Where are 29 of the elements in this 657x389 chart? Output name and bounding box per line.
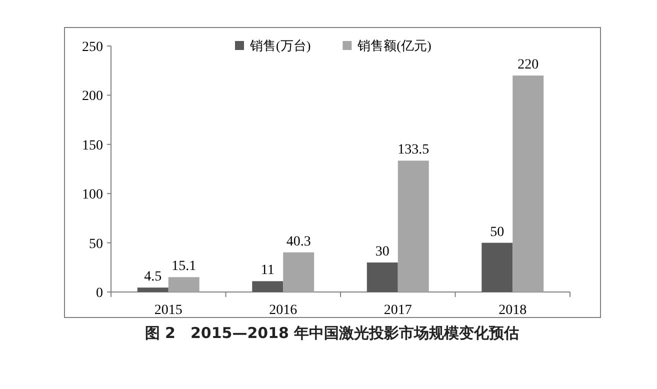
bar [398, 160, 429, 292]
bar [252, 281, 284, 292]
bar [283, 252, 314, 292]
data-label: 40.3 [286, 234, 311, 250]
y-tick-label: 100 [82, 188, 103, 203]
y-tick-label: 200 [82, 89, 103, 104]
data-label: 30 [375, 244, 390, 260]
y-tick-label: 150 [82, 138, 103, 154]
y-tick-label: 0 [96, 286, 103, 301]
legend-label: 销售额(亿元) [356, 38, 432, 53]
data-label: 15.1 [172, 259, 196, 274]
x-tick-label: 2015 [154, 303, 182, 318]
bar [137, 288, 168, 292]
data-label: 11 [260, 263, 274, 278]
data-label: 50 [490, 224, 504, 240]
bar [168, 277, 200, 292]
data-label: 4.5 [144, 270, 162, 285]
text: 图 2 2015—2018 年中国激光投影市场规模变化预估 [144, 324, 520, 342]
bar [512, 76, 544, 292]
y-tick-label: 50 [89, 236, 103, 252]
x-tick-label: 2018 [498, 303, 527, 318]
x-tick-label: 2017 [384, 303, 412, 318]
x-tick-label: 2016 [269, 303, 298, 318]
data-label: 133.5 [398, 142, 430, 158]
bar [366, 262, 398, 292]
y-tick-label: 250 [82, 40, 103, 55]
bar [482, 242, 513, 292]
data-label: 220 [518, 58, 539, 73]
legend-label: 销售(万台) [249, 38, 311, 53]
